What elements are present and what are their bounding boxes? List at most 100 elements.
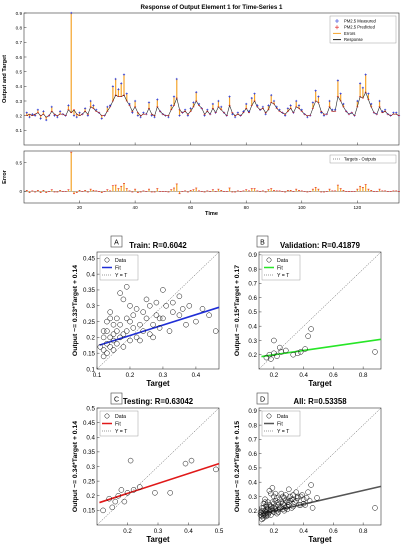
- y-tick-label: 0.4: [86, 435, 95, 442]
- data-point: [271, 337, 277, 344]
- measured-point: [247, 110, 251, 113]
- x-axis-label: Time: [205, 211, 218, 217]
- data-point: [123, 284, 130, 290]
- measured-point: [356, 99, 359, 103]
- measured-point: [72, 114, 76, 117]
- measured-point: [167, 116, 170, 119]
- y-tick-label: 0.15: [83, 508, 96, 515]
- data-point: [257, 509, 264, 515]
- measured-point: [172, 95, 176, 98]
- data-point: [293, 489, 299, 495]
- legend-box: [329, 15, 397, 44]
- data-point: [127, 457, 134, 464]
- measured-point: [184, 108, 187, 111]
- measured-point: [211, 102, 214, 106]
- data-point: [277, 344, 283, 351]
- data-point: [112, 498, 119, 505]
- data-point: [259, 513, 265, 520]
- data-point: [262, 496, 268, 503]
- data-point: [160, 287, 166, 293]
- data-point: [127, 337, 133, 344]
- data-point: [97, 344, 104, 350]
- data-point: [286, 499, 292, 505]
- measured-point: [50, 105, 53, 108]
- data-point: [109, 504, 116, 511]
- data-point: [107, 344, 113, 350]
- legend-entry: Response: [344, 37, 364, 42]
- measured-point: [31, 113, 34, 116]
- measured-point: [300, 108, 303, 111]
- measured-point: [395, 111, 398, 114]
- measured-point: [256, 104, 259, 107]
- scatter-panel-validation: Validation: R=0.41879 B 0.2 0.3 0.4 0.5 0.6 0.7…: [234, 235, 382, 388]
- data-point: [120, 296, 127, 303]
- legend-entry: Data: [277, 258, 288, 264]
- measured-point: [320, 111, 323, 114]
- legend-entry: Fit: [115, 422, 121, 428]
- legend-entry: Targets - Outputs: [344, 157, 376, 162]
- data-point: [272, 503, 279, 510]
- measured-point: [95, 108, 98, 111]
- y-tick-label: 0.7: [16, 40, 23, 45]
- x-tick-label: 0.4: [299, 528, 308, 535]
- y-tick-label: 0.15: [83, 350, 96, 357]
- legend-marker: [335, 19, 339, 23]
- data-point: [280, 493, 286, 500]
- data-point: [124, 490, 131, 496]
- data-point: [275, 499, 282, 505]
- x-tick-label: 0.8: [359, 528, 368, 535]
- measured-point: [317, 95, 320, 98]
- data-point: [156, 315, 163, 322]
- measured-point: [120, 82, 123, 85]
- y-tick-label: 0.2: [86, 493, 95, 500]
- measured-point: [286, 107, 289, 110]
- data-point: [140, 309, 146, 315]
- data-point: [262, 512, 268, 518]
- measured-point: [89, 99, 92, 103]
- y-tick-label: 0.9: [16, 11, 23, 16]
- data-point: [182, 460, 189, 467]
- y-tick-label: 0.2: [248, 352, 257, 359]
- data-point: [265, 512, 271, 518]
- y-tick-label: 0.3: [86, 464, 95, 471]
- measured-point: [100, 117, 103, 120]
- data-point: [110, 337, 117, 344]
- measured-point: [170, 104, 173, 107]
- legend-box: [99, 254, 139, 281]
- data-point: [277, 505, 283, 511]
- measured-point: [220, 105, 223, 108]
- data-point: [274, 507, 280, 514]
- measured-point: [267, 104, 270, 107]
- measured-point: [367, 92, 370, 95]
- data-point: [150, 321, 156, 328]
- data-point: [281, 502, 288, 508]
- data-point: [308, 326, 314, 332]
- data-point: [110, 331, 117, 337]
- measured-point: [125, 92, 128, 95]
- y-tick-label: 0.3: [86, 303, 95, 310]
- data-point: [153, 299, 160, 306]
- legend-entry: Y = T: [277, 429, 290, 435]
- measured-point: [70, 11, 73, 15]
- measured-point: [153, 116, 156, 119]
- x-tick-label: 0.2: [126, 372, 135, 379]
- y-tick-label: 0.35: [83, 449, 96, 456]
- identity-line: [96, 251, 220, 370]
- panel-letter: A: [114, 239, 119, 246]
- data-point: [259, 505, 265, 511]
- data-point: [269, 507, 276, 514]
- panel-letter-box: [256, 392, 269, 405]
- measured-point: [306, 116, 309, 119]
- y-axis-label: Output ~= 0.33*Target + 0.14: [72, 265, 79, 356]
- y-tick-label: 0.25: [83, 319, 96, 326]
- measured-point: [67, 104, 70, 107]
- data-point: [130, 487, 137, 493]
- data-point: [272, 490, 279, 497]
- data-point: [163, 303, 169, 309]
- data-point: [160, 315, 166, 322]
- data-point: [271, 505, 277, 511]
- data-point: [127, 303, 133, 309]
- measured-point: [361, 86, 364, 89]
- data-point: [100, 334, 107, 341]
- measured-point: [53, 114, 56, 117]
